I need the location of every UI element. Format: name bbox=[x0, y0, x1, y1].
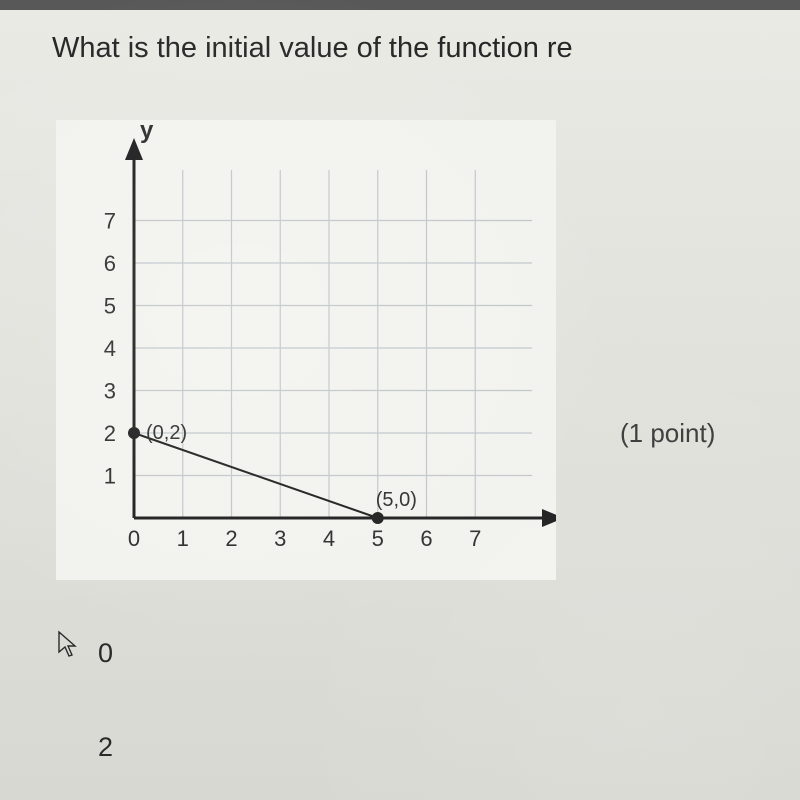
svg-text:3: 3 bbox=[104, 379, 116, 404]
content-area: What is the initial value of the functio… bbox=[0, 10, 800, 800]
svg-text:6: 6 bbox=[104, 251, 116, 276]
chart: yx012345671234567(0,2)(5,0) bbox=[56, 120, 556, 580]
svg-text:y: y bbox=[140, 120, 154, 144]
svg-text:7: 7 bbox=[104, 209, 116, 234]
svg-text:(5,0): (5,0) bbox=[376, 489, 417, 511]
question-text: What is the initial value of the functio… bbox=[52, 32, 573, 65]
svg-text:1: 1 bbox=[177, 526, 189, 551]
answer-option-1[interactable]: 2 bbox=[98, 732, 113, 763]
chart-svg: yx012345671234567(0,2)(5,0) bbox=[56, 120, 556, 580]
svg-text:5: 5 bbox=[104, 294, 116, 319]
svg-text:1: 1 bbox=[104, 464, 116, 489]
answer-option-0[interactable]: 0 bbox=[98, 638, 113, 669]
svg-text:2: 2 bbox=[225, 526, 237, 551]
cursor-icon bbox=[56, 630, 80, 660]
top-bar bbox=[0, 0, 800, 10]
svg-text:4: 4 bbox=[323, 526, 335, 551]
svg-text:7: 7 bbox=[469, 526, 481, 551]
svg-text:0: 0 bbox=[128, 526, 140, 551]
svg-text:4: 4 bbox=[104, 336, 116, 361]
svg-text:6: 6 bbox=[420, 526, 432, 551]
svg-text:5: 5 bbox=[372, 526, 384, 551]
svg-text:(0,2): (0,2) bbox=[146, 422, 187, 444]
svg-text:2: 2 bbox=[104, 421, 116, 446]
point-info: (1 point) bbox=[620, 418, 715, 449]
svg-text:3: 3 bbox=[274, 526, 286, 551]
